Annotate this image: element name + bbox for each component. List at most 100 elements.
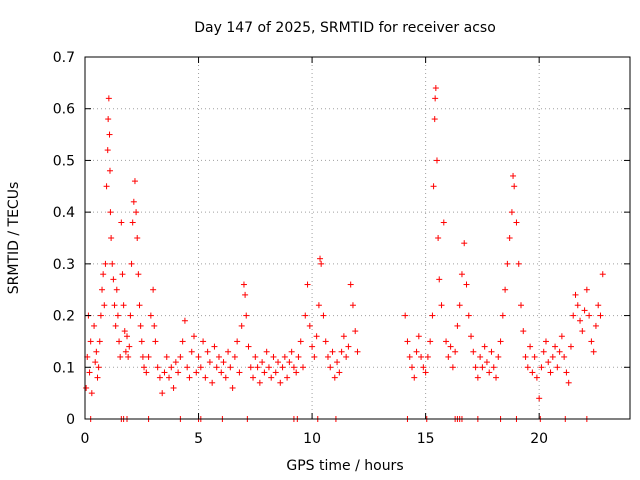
data-point	[220, 359, 227, 366]
data-point	[139, 353, 146, 360]
data-point	[111, 302, 118, 309]
data-point	[324, 353, 331, 360]
data-point	[245, 343, 252, 350]
data-point	[295, 353, 302, 360]
data-point	[229, 384, 236, 391]
data-point	[432, 95, 439, 102]
data-point	[563, 369, 570, 376]
data-point	[447, 343, 454, 350]
data-point	[152, 338, 159, 345]
data-point	[436, 276, 443, 283]
data-point	[281, 353, 288, 360]
data-point	[186, 374, 193, 381]
data-point	[445, 353, 452, 360]
data-point	[141, 364, 148, 371]
data-point	[552, 343, 559, 350]
data-point	[504, 260, 511, 267]
data-point	[327, 364, 334, 371]
data-point	[510, 172, 517, 179]
data-point	[443, 338, 450, 345]
data-point	[231, 353, 238, 360]
data-point	[195, 353, 202, 360]
data-point	[472, 364, 479, 371]
data-point	[490, 364, 497, 371]
data-point	[430, 183, 437, 190]
data-point	[270, 353, 277, 360]
data-point	[95, 364, 102, 371]
data-point	[533, 374, 540, 381]
y-tick-label: 0.7	[53, 50, 75, 66]
data-point	[275, 359, 282, 366]
data-point	[574, 302, 581, 309]
data-point	[522, 353, 529, 360]
data-point	[315, 302, 322, 309]
data-point	[138, 338, 145, 345]
data-point	[511, 183, 518, 190]
y-tick-label: 0.4	[53, 205, 75, 221]
data-point	[131, 178, 138, 185]
data-point	[83, 384, 90, 391]
data-point	[265, 364, 272, 371]
data-point	[136, 302, 143, 309]
data-point	[343, 353, 350, 360]
data-point	[277, 379, 284, 386]
data-point	[101, 302, 108, 309]
x-tick-label: 0	[81, 431, 90, 447]
data-point	[247, 364, 254, 371]
data-point	[461, 240, 468, 247]
data-point	[91, 322, 98, 329]
data-point	[159, 390, 166, 397]
y-tick-label: 0.2	[53, 309, 75, 325]
data-point	[320, 312, 327, 319]
data-point	[311, 353, 318, 360]
data-point	[87, 338, 94, 345]
data-point	[477, 353, 484, 360]
data-point	[96, 338, 103, 345]
data-point	[120, 302, 127, 309]
data-point	[572, 291, 579, 298]
data-point	[156, 374, 163, 381]
y-tick-label: 0.1	[53, 360, 75, 376]
data-point	[168, 364, 175, 371]
data-point	[404, 338, 411, 345]
data-point	[567, 343, 574, 350]
data-point	[227, 364, 234, 371]
data-point	[554, 364, 561, 371]
data-point	[354, 348, 361, 355]
data-point	[588, 338, 595, 345]
data-points	[83, 85, 606, 402]
data-point	[422, 369, 429, 376]
data-point	[240, 281, 247, 288]
data-point	[143, 369, 150, 376]
x-axis-label: GPS time / hours	[286, 458, 403, 474]
data-point	[561, 353, 568, 360]
data-point	[304, 281, 311, 288]
data-point	[597, 312, 604, 319]
data-point	[352, 328, 359, 335]
data-point	[172, 359, 179, 366]
x-tick-label: 15	[417, 431, 435, 447]
data-point	[409, 364, 415, 371]
data-point	[126, 343, 133, 350]
data-point	[406, 353, 413, 360]
data-point	[290, 364, 297, 371]
data-point	[318, 260, 325, 267]
data-point	[495, 353, 502, 360]
data-point	[268, 374, 275, 381]
data-point	[124, 333, 131, 340]
data-point	[454, 322, 461, 329]
data-point	[86, 369, 93, 376]
data-point	[518, 302, 524, 309]
data-point	[322, 338, 329, 345]
data-point	[288, 348, 295, 355]
data-point	[114, 312, 121, 319]
data-point	[188, 348, 195, 355]
data-point	[137, 322, 144, 329]
data-point	[213, 364, 220, 371]
data-point	[508, 209, 515, 216]
data-point	[458, 271, 465, 278]
data-point	[135, 271, 142, 278]
data-point	[438, 302, 445, 309]
data-point	[108, 235, 115, 241]
data-point	[211, 343, 218, 350]
